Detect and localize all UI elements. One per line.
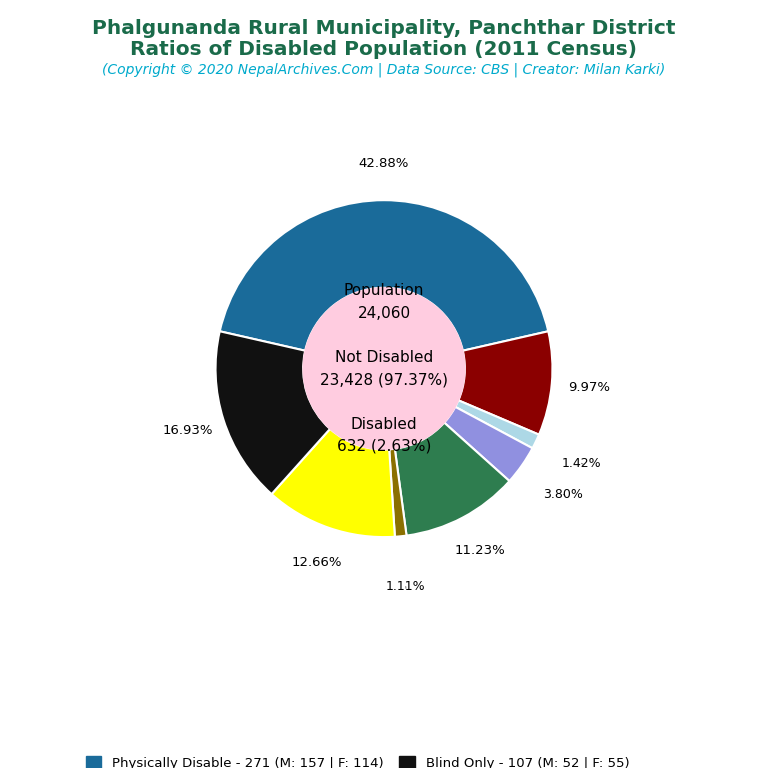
Wedge shape [395, 422, 509, 535]
Text: 12.66%: 12.66% [292, 556, 342, 569]
Text: 9.97%: 9.97% [568, 380, 610, 393]
Text: (Copyright © 2020 NepalArchives.Com | Data Source: CBS | Creator: Milan Karki): (Copyright © 2020 NepalArchives.Com | Da… [102, 63, 666, 78]
Wedge shape [216, 331, 330, 494]
Wedge shape [455, 400, 539, 449]
Text: 11.23%: 11.23% [455, 544, 505, 557]
Text: 16.93%: 16.93% [163, 425, 214, 438]
Wedge shape [272, 429, 395, 537]
Text: Ratios of Disabled Population (2011 Census): Ratios of Disabled Population (2011 Cens… [131, 40, 637, 59]
Text: Phalgunanda Rural Municipality, Panchthar District: Phalgunanda Rural Municipality, Panchtha… [92, 19, 676, 38]
Text: 42.88%: 42.88% [359, 157, 409, 170]
Text: Population
24,060

Not Disabled
23,428 (97.37%)

Disabled
632 (2.63%): Population 24,060 Not Disabled 23,428 (9… [320, 283, 448, 454]
Wedge shape [220, 200, 548, 351]
Circle shape [303, 288, 465, 449]
Text: 1.11%: 1.11% [386, 580, 425, 593]
Wedge shape [389, 449, 406, 537]
Wedge shape [444, 407, 532, 481]
Text: 1.42%: 1.42% [561, 457, 601, 470]
Wedge shape [458, 331, 552, 435]
Text: 3.80%: 3.80% [544, 488, 583, 501]
Legend: Physically Disable - 271 (M: 157 | F: 114), Deaf Only - 80 (M: 41 | F: 39), Spee: Physically Disable - 271 (M: 157 | F: 11… [85, 756, 683, 768]
